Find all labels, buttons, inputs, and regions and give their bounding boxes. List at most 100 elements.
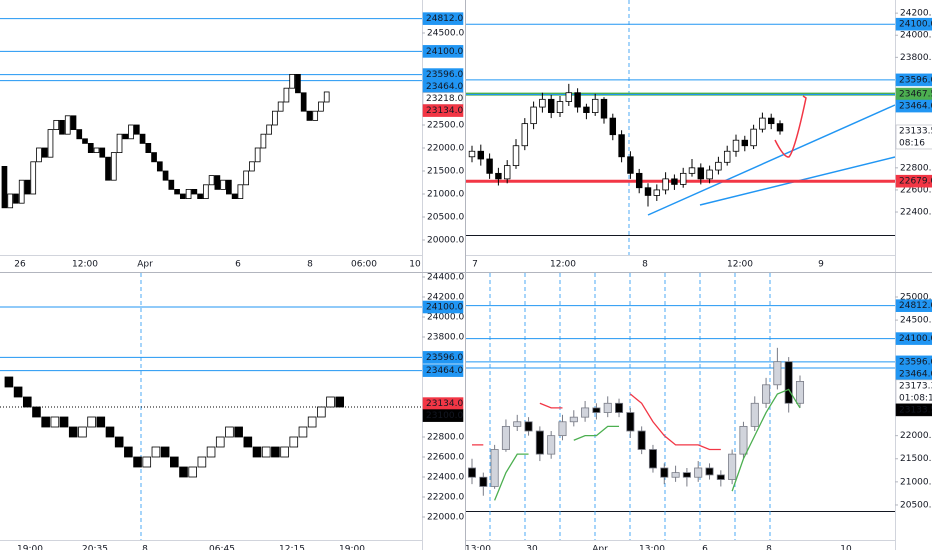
brick: [226, 179, 232, 195]
brick: [139, 133, 146, 144]
price-badge-label: 23134.0: [426, 106, 463, 116]
candle-body: [776, 123, 784, 132]
price-badge-label: 22679.0: [899, 177, 932, 187]
countdown-label: 08:16: [899, 138, 925, 148]
price-badge: [422, 351, 464, 364]
candle-body: [565, 92, 573, 102]
brick: [249, 161, 255, 172]
brick: [283, 87, 290, 103]
price-badge-label: 24100.0: [426, 47, 463, 57]
candle-body: [739, 425, 748, 455]
time-label: 9: [818, 260, 824, 270]
price-badge: [895, 379, 932, 405]
time-label: 10: [409, 260, 421, 270]
candle-body: [660, 467, 669, 478]
brick: [197, 193, 203, 199]
price-badge-label: 23467.5: [899, 90, 932, 100]
candle-body: [644, 187, 652, 196]
price-badge: [422, 104, 464, 117]
brick: [203, 184, 209, 199]
time-label: 12:00: [72, 260, 98, 270]
time-label: 06:45: [209, 545, 235, 550]
time-label: Apr: [137, 260, 153, 270]
candle-body: [512, 145, 520, 167]
candle-body: [627, 156, 634, 174]
candle-body: [503, 165, 511, 180]
brick: [142, 456, 152, 468]
brick: [271, 446, 280, 458]
price-label: 24500.0: [427, 28, 464, 38]
brick: [133, 124, 140, 135]
candle-body: [679, 172, 687, 185]
candle-body: [524, 421, 533, 432]
price-label: 22000.0: [900, 431, 932, 441]
price-badge: [895, 403, 932, 417]
price-badge-label: 24100.0: [899, 20, 932, 30]
candle-body: [705, 467, 714, 476]
brick: [7, 193, 14, 209]
price-badge-label: 23596.0: [426, 70, 463, 80]
time-label: 10: [840, 545, 852, 550]
brick: [295, 73, 301, 94]
price-label: 24200.0: [427, 293, 464, 303]
time-label: 8: [766, 545, 772, 550]
candle-body: [501, 425, 510, 450]
price-badge-label: 23100.0: [426, 411, 463, 421]
brick: [50, 416, 60, 428]
brick: [266, 124, 272, 135]
candle-body: [688, 167, 696, 174]
price-badge: [895, 124, 932, 150]
countdown-label: 01:08:16: [899, 393, 932, 403]
time-label: 19:00: [17, 545, 43, 550]
price-label: 24400.0: [427, 273, 464, 283]
candle-body: [615, 402, 624, 413]
candle-body: [706, 169, 713, 180]
candle-body: [648, 449, 657, 469]
candle-body: [716, 474, 725, 480]
candle-body: [671, 178, 678, 185]
brick: [185, 188, 192, 199]
price-label: 21500.0: [900, 454, 932, 464]
brick: [243, 170, 249, 186]
brick: [174, 188, 180, 195]
candle-body: [662, 178, 669, 191]
candle-body: [591, 98, 599, 113]
brick: [188, 466, 197, 478]
brick: [41, 147, 48, 158]
brick: [156, 161, 163, 172]
price-badge-label: 23596.0: [426, 353, 463, 363]
time-label: 8: [307, 260, 313, 270]
candle-body: [637, 430, 646, 450]
price-label: 24000.0: [900, 31, 932, 41]
price-badge: [895, 17, 932, 31]
price-badge-label: 24812.0: [426, 14, 463, 24]
price-label: 22200.0: [427, 493, 464, 503]
time-label: 30: [526, 545, 538, 550]
price-badge-label: 23596.0: [899, 357, 932, 367]
brick: [220, 179, 226, 190]
brick: [208, 175, 215, 186]
price-badge-label: 23133.5: [899, 126, 932, 136]
price-badge-label: 23464.0: [426, 82, 463, 92]
brick: [300, 92, 307, 112]
price-label: 25000.0: [900, 292, 932, 302]
price-label: 22400.0: [427, 473, 464, 483]
price-label: 23800.0: [427, 333, 464, 343]
brick: [124, 446, 133, 458]
candle-body: [759, 117, 766, 130]
brick: [206, 446, 216, 458]
brick: [280, 446, 289, 458]
candle-body: [574, 92, 581, 108]
brick: [96, 416, 106, 428]
brick: [99, 147, 106, 158]
time-label: 26: [14, 260, 26, 270]
brick: [215, 436, 225, 448]
candle-body: [697, 167, 705, 180]
brick: [82, 138, 88, 144]
brick: [87, 142, 94, 153]
brick: [225, 426, 234, 438]
candle-body: [539, 98, 546, 108]
brick: [122, 133, 129, 140]
candle-body: [530, 106, 537, 125]
brick: [326, 396, 335, 408]
